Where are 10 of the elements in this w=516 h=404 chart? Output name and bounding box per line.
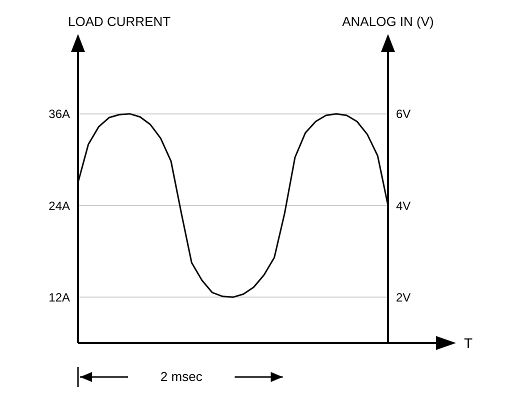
y2-tick-label: 2V	[396, 290, 411, 304]
y2-axis-title: ANALOG IN (V)	[342, 14, 434, 29]
y-tick-label: 36A	[48, 107, 70, 122]
y-tick-label: 12A	[48, 290, 70, 304]
y2-tick-label: 6V	[396, 107, 411, 122]
y-tick-label: 24A	[48, 198, 70, 213]
text: 2 msec	[160, 369, 203, 384]
x-axis-title: T	[464, 335, 473, 351]
y2-tick-label: 4V	[396, 198, 411, 213]
y-axis-title: LOAD CURRENT	[68, 14, 171, 29]
